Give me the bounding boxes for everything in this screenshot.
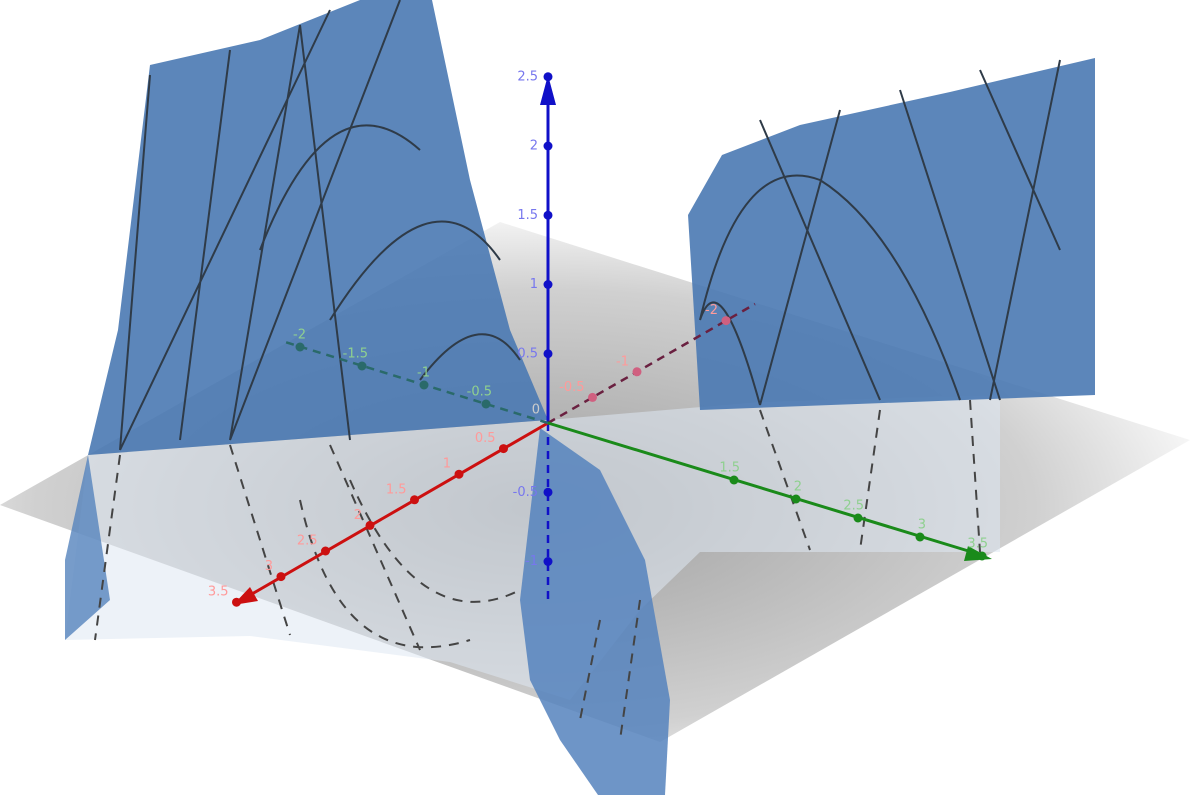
tick-dot [977, 551, 987, 561]
tick-label: -1 [525, 554, 538, 569]
tick-label: -0.5 [513, 485, 538, 500]
tick-dot [543, 280, 553, 289]
tick-dot [543, 557, 553, 566]
tick-dot [721, 316, 731, 326]
tick-dot [357, 361, 367, 371]
tick-dot [295, 342, 305, 352]
tick-dot [915, 532, 925, 542]
tick-dot [588, 392, 597, 402]
tick-dot [543, 72, 553, 82]
tick-label: 2 [794, 480, 802, 495]
tick-label: -1.5 [343, 347, 368, 362]
tick-label: 0.5 [517, 346, 538, 361]
tick-label: -1 [417, 366, 430, 381]
y-axis-negative [284, 340, 549, 425]
tick-label: 3 [265, 559, 273, 574]
origin-label: 0 [532, 403, 540, 418]
tick-label: -0.5 [559, 380, 584, 395]
x-axis [244, 421, 549, 600]
surface-mesh-hidden [94, 399, 981, 741]
tick-label: 3.5 [208, 585, 229, 600]
tick-dot [543, 141, 553, 151]
tick-label: 1 [530, 277, 538, 292]
tick-dot [729, 475, 739, 485]
tick-label: -2 [705, 303, 718, 318]
tick-dot [419, 380, 429, 390]
tick-label: 1.5 [719, 461, 740, 476]
z-arrow [540, 75, 556, 105]
surface-mesh [119, 0, 1061, 451]
tick-dot [410, 495, 419, 505]
tick-label: 0.5 [475, 431, 496, 446]
tick-dot [543, 349, 553, 359]
tick-label: -1 [616, 354, 629, 369]
tick-label: 2.5 [297, 534, 318, 549]
tick-dot [454, 469, 464, 479]
tick-label: 2 [354, 508, 362, 523]
tick-dot [276, 572, 286, 582]
surface-left [88, 0, 548, 455]
tick-label: 1.5 [386, 482, 407, 497]
y-axis [547, 421, 976, 555]
tick-label: 2 [530, 139, 538, 154]
tick-dot [543, 487, 553, 497]
x-axis-negative [547, 302, 756, 425]
tick-label: 3 [918, 518, 926, 533]
tick-dot [853, 513, 863, 523]
surface-left-low [65, 455, 110, 640]
tick-dot [232, 597, 241, 607]
tick-label: 1.5 [517, 208, 538, 223]
tick-dot [543, 210, 553, 220]
surface-right [688, 58, 1095, 410]
tick-label: -0.5 [467, 385, 492, 400]
surface-strip [520, 428, 670, 795]
axes: 0 -2 -1 -0.5 0.5 1 1.5 2 2.5 3 3.5 -2 -1.5 -1 -0.5 1.5… [208, 69, 992, 607]
tick-label: 1 [443, 457, 451, 472]
tick-dot [632, 367, 642, 377]
tick-dot [321, 546, 330, 556]
tick-dot [365, 520, 375, 530]
tick-label: 2.5 [517, 69, 538, 84]
tick-label: -2 [293, 328, 306, 343]
tick-dot [499, 444, 508, 454]
tick-dot [481, 399, 491, 409]
tick-dot [791, 494, 801, 504]
tick-label: 3.5 [967, 537, 988, 552]
tick-label: 2.5 [843, 499, 864, 514]
